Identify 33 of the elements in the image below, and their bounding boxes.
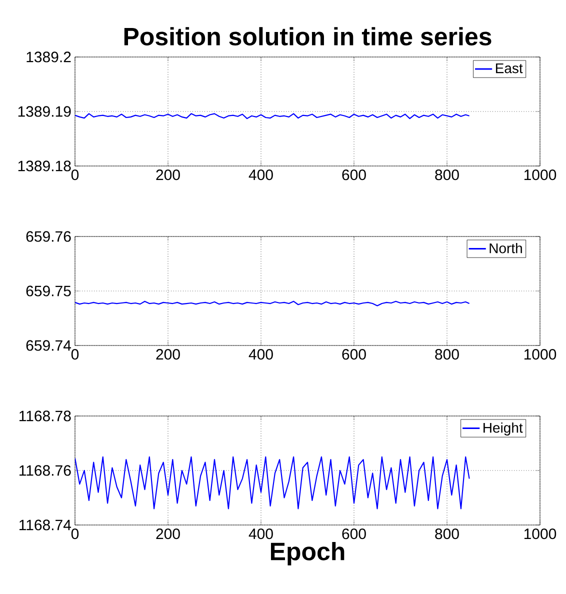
y-tick-label: 659.74 — [26, 340, 72, 351]
y-tick-label: 1168.76 — [20, 465, 71, 476]
x-tick-label: 800 — [435, 170, 459, 180]
y-tick-label: 659.76 — [26, 231, 71, 242]
x-tick-label: 800 — [435, 528, 459, 540]
x-tick-label: 200 — [156, 170, 180, 180]
y-tick-label: 1168.78 — [20, 410, 71, 422]
x-tick-label: 200 — [156, 528, 180, 540]
x-tick-label: 200 — [156, 349, 180, 360]
x-tick-label: 400 — [248, 528, 273, 540]
y-tick-label: 1389.2 — [26, 52, 71, 62]
x-tick-label: 400 — [248, 349, 273, 360]
x-tick-label: 0 — [71, 349, 79, 360]
x-tick-label: 600 — [342, 170, 366, 180]
x-tick-label: 0 — [71, 170, 79, 180]
y-tick-label: 1389.18 — [18, 160, 71, 172]
y-tick-label: 659.75 — [26, 286, 71, 296]
line-series — [75, 456, 470, 510]
x-tick-label: 1000 — [524, 528, 556, 540]
x-tick-label: 1000 — [524, 349, 556, 360]
x-tick-label: 400 — [248, 170, 273, 180]
x-tick-label: 600 — [342, 528, 366, 540]
legend-label: North — [490, 242, 522, 254]
x-tick-label: 800 — [435, 349, 459, 360]
legend-label: Height — [484, 422, 523, 436]
x-tick-label: 0 — [71, 528, 79, 540]
y-tick-label: 1389.19 — [18, 106, 71, 117]
x-tick-label: 1000 — [524, 170, 556, 180]
x-axis-title: Epoch — [270, 542, 344, 566]
x-tick-label: 600 — [342, 349, 366, 360]
chart-title: Position solution in time series — [124, 27, 492, 46]
legend-label: East — [496, 63, 523, 74]
y-tick-label: 1168.74 — [20, 520, 72, 530]
